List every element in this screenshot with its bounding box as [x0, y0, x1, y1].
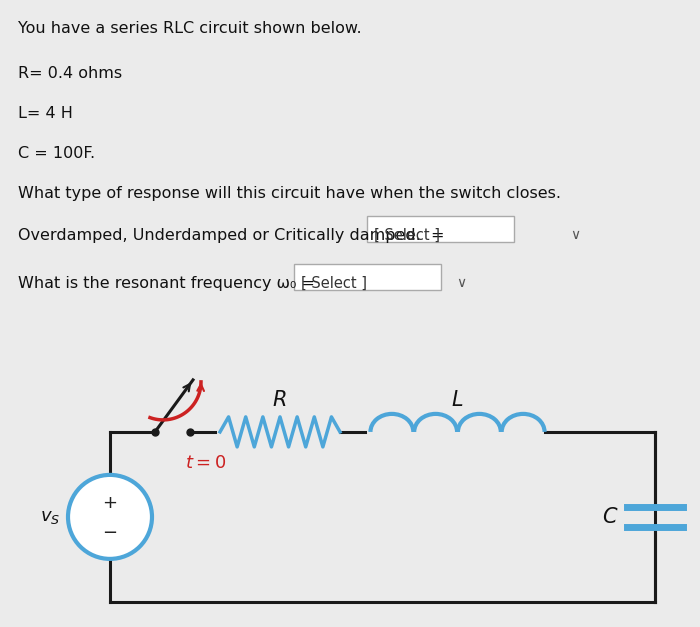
FancyBboxPatch shape	[367, 216, 514, 242]
Text: C: C	[602, 507, 616, 527]
Text: Overdamped, Underdamped or Critically damped.  =: Overdamped, Underdamped or Critically da…	[18, 228, 449, 243]
Text: You have a series RLC circuit shown below.: You have a series RLC circuit shown belo…	[18, 21, 362, 36]
Circle shape	[68, 475, 152, 559]
Text: $t=0$: $t=0$	[185, 454, 226, 472]
Text: +: +	[102, 494, 118, 512]
Text: $v_S$: $v_S$	[40, 508, 60, 526]
Text: What is the resonant frequency ω₀ =: What is the resonant frequency ω₀ =	[18, 276, 320, 291]
Text: ∨: ∨	[570, 228, 580, 242]
Text: R= 0.4 ohms: R= 0.4 ohms	[18, 66, 122, 81]
FancyBboxPatch shape	[294, 264, 441, 290]
Text: What type of response will this circuit have when the switch closes.: What type of response will this circuit …	[18, 186, 561, 201]
Text: C = 100F.: C = 100F.	[18, 146, 95, 161]
Text: L: L	[452, 390, 463, 410]
Text: [ Select ]: [ Select ]	[301, 276, 367, 291]
Text: ∨: ∨	[456, 276, 466, 290]
Text: −: −	[102, 524, 118, 542]
Text: [ Select ]: [ Select ]	[374, 228, 440, 243]
Text: L= 4 H: L= 4 H	[18, 106, 73, 121]
Text: R: R	[273, 390, 287, 410]
